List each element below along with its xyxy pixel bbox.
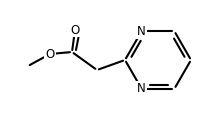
Text: N: N [136,82,145,95]
Text: N: N [136,25,145,38]
Text: O: O [70,24,79,36]
Text: O: O [45,48,54,60]
